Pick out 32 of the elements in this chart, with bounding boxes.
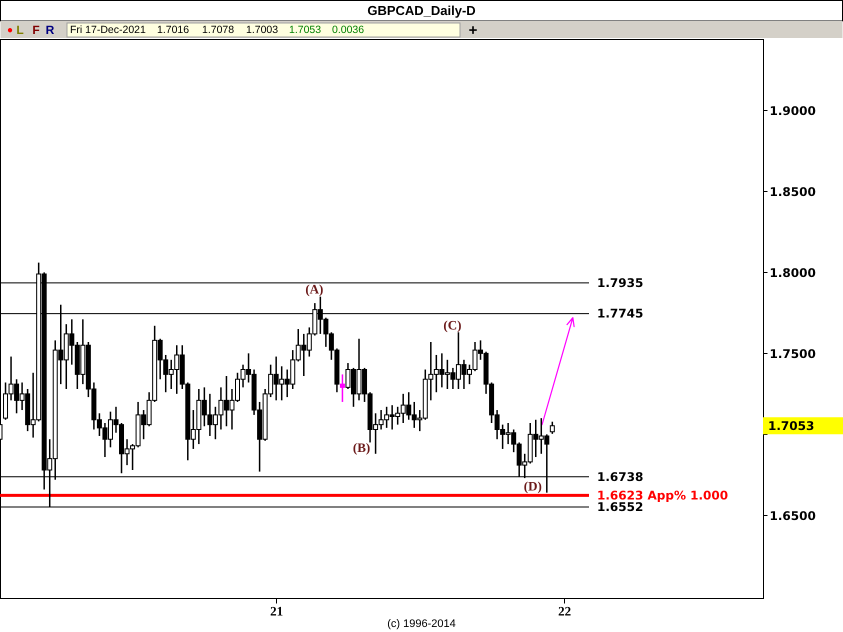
chart-title: GBPCAD_Daily-D xyxy=(367,3,476,18)
text: R xyxy=(46,23,55,37)
text: (c) 1996-2014 xyxy=(387,618,456,630)
y-tick-label: 1.8500 xyxy=(770,184,816,199)
y-tick-label: 1.7500 xyxy=(770,346,816,361)
text: F xyxy=(32,23,40,37)
ref-line-label: 1.6623 App% 1.000 xyxy=(597,488,728,502)
text: 1.7078 xyxy=(202,24,234,36)
ref-line-label: 1.6552 xyxy=(597,500,644,514)
text: 1.7016 xyxy=(157,24,190,36)
y-tick-label: 1.8000 xyxy=(770,266,816,280)
ref-line-label: 1.6738 xyxy=(597,470,644,484)
text: 0.0036 xyxy=(332,24,364,36)
text: ● xyxy=(6,25,14,36)
x-tick-label: 22 xyxy=(558,604,572,618)
y-tick-label: 1.9000 xyxy=(770,104,816,118)
x-tick-label: 21 xyxy=(270,604,284,618)
annotation: (D) xyxy=(524,478,542,494)
text: 1.7053 xyxy=(768,418,814,433)
text: 1.7003 xyxy=(246,24,278,36)
text: L xyxy=(16,23,24,37)
annotation: (C) xyxy=(443,317,462,332)
annotation: (B) xyxy=(352,440,370,455)
annotation: (A) xyxy=(305,282,324,297)
ref-line-label: 1.7745 xyxy=(597,306,644,321)
text: 1.7053 xyxy=(289,24,322,36)
ref-line-label: 1.7935 xyxy=(597,276,644,290)
text: Fri 17-Dec-2021 xyxy=(70,24,146,36)
y-tick-label: 1.6500 xyxy=(770,508,816,523)
candlestick xyxy=(340,374,345,403)
text: + xyxy=(468,22,478,39)
candlestick xyxy=(550,420,555,435)
